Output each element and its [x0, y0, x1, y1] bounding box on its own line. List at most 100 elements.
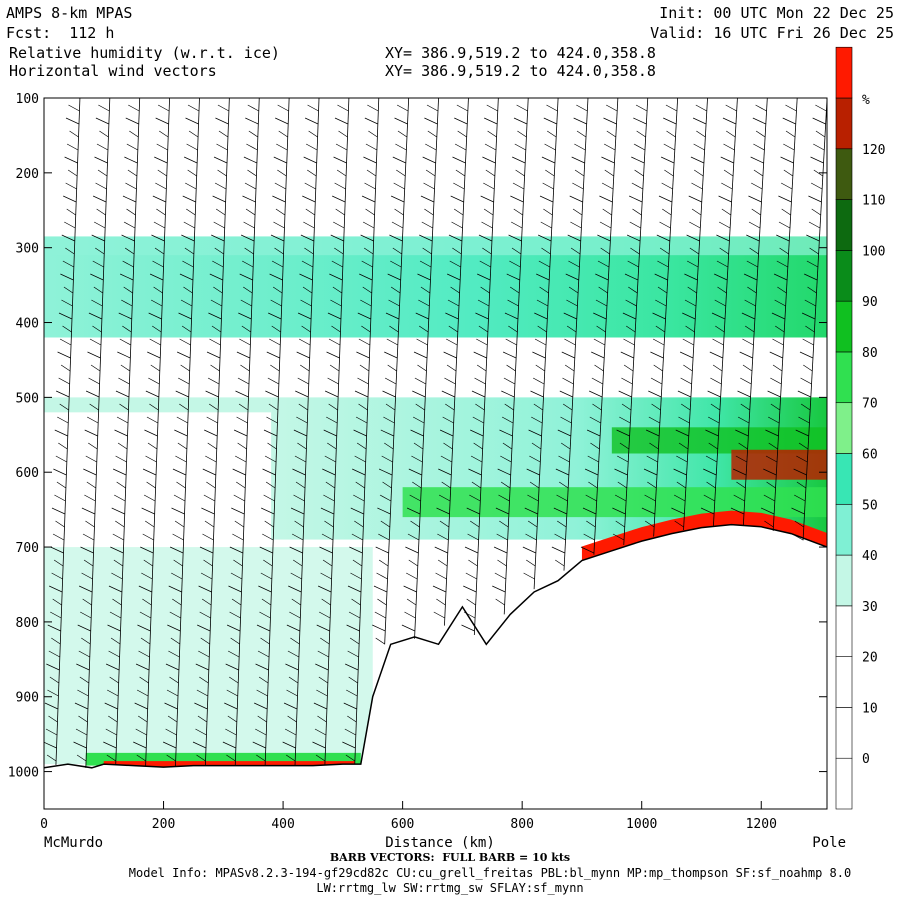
barb-flag	[151, 325, 162, 333]
barb-flag	[364, 182, 376, 190]
barb-flag	[183, 286, 193, 294]
barb-flag	[348, 98, 349, 99]
barb-flag	[76, 754, 87, 762]
barb-flag	[226, 689, 238, 697]
barb-flag	[457, 130, 467, 138]
barb-flag	[353, 494, 365, 502]
barb-flag	[228, 585, 242, 593]
barb-flag	[332, 195, 346, 203]
barb-flag	[170, 637, 181, 645]
valid-time: Valid: 16 UTC Fri 26 Dec 25	[650, 24, 894, 42]
barb-flag	[124, 247, 135, 255]
barb-flag	[96, 143, 109, 151]
barb-flag	[355, 481, 365, 489]
barb-flag	[673, 468, 687, 476]
barb-staff	[414, 98, 439, 639]
barb-flag	[57, 351, 71, 359]
barb-flag	[126, 143, 138, 151]
barb-flag	[776, 234, 790, 242]
barb-flag	[599, 221, 612, 229]
barb-flag	[707, 390, 721, 398]
barb-flag	[706, 98, 708, 99]
barb-flag	[109, 98, 110, 99]
barb-flag	[801, 312, 816, 320]
barb-flag	[319, 546, 333, 554]
barb-flag	[553, 507, 568, 515]
barb-flag	[673, 494, 686, 502]
barb-flag	[434, 546, 448, 554]
colorbar-label: 20	[862, 651, 878, 666]
barb-flag	[299, 273, 313, 281]
barb-staff	[115, 98, 141, 766]
barb-flag	[269, 338, 281, 346]
barb-flag	[247, 104, 259, 112]
barb-flag	[815, 130, 826, 138]
barb-flag	[91, 234, 105, 242]
barb-flag	[315, 754, 326, 762]
barb-flag	[641, 507, 656, 515]
barb-flag	[541, 156, 556, 164]
barb-flag	[486, 104, 498, 112]
barb-flag	[778, 221, 791, 229]
barb-flag	[612, 533, 625, 541]
barb-flag	[144, 429, 158, 437]
barb-flag	[288, 676, 299, 684]
y-tick-label: 800	[16, 616, 39, 631]
barb-flag	[708, 416, 720, 424]
barb-flag	[157, 169, 167, 177]
barb-flag	[413, 351, 428, 359]
barb-flag	[60, 364, 71, 372]
barb-flag	[688, 195, 702, 203]
barb-flag	[303, 156, 317, 164]
barb-staff	[473, 98, 499, 636]
barb-flag	[384, 442, 394, 450]
barb-flag	[175, 455, 187, 463]
barb-flag	[721, 182, 733, 190]
barb-flag	[92, 325, 102, 333]
barb-flag	[500, 455, 512, 463]
barb-flag	[795, 429, 809, 437]
colorbar-label: 10	[862, 701, 878, 716]
barb-flag	[361, 260, 373, 268]
barb-flag	[243, 221, 255, 229]
barb-flag	[524, 507, 538, 515]
rh-layer-upper-edge	[44, 236, 827, 256]
barb-flag	[75, 728, 88, 736]
barb-flag	[796, 98, 798, 99]
barb-flag	[750, 156, 764, 164]
barb-flag	[646, 455, 658, 463]
barb-flag	[481, 221, 493, 229]
barb-flag	[826, 98, 827, 99]
barb-flag	[227, 650, 240, 658]
barb-flag	[522, 546, 537, 554]
y-tick-label: 900	[16, 691, 39, 706]
barb-flag	[300, 234, 315, 242]
barb-flag	[307, 104, 319, 112]
barb-flag	[329, 364, 340, 372]
barb-flag	[236, 416, 248, 424]
barb-flag	[453, 208, 464, 216]
barb-flag	[571, 156, 585, 164]
barb-flag	[224, 702, 238, 710]
barb-column	[162, 98, 200, 767]
barb-flag	[169, 546, 184, 554]
barb-flag	[600, 247, 610, 255]
barb-flag	[55, 520, 65, 528]
barb-flag	[80, 611, 92, 619]
barb-flag	[499, 520, 509, 528]
barb-flag	[48, 715, 58, 723]
barb-flag	[593, 338, 606, 346]
barb-flag	[240, 234, 255, 242]
barb-flag	[470, 429, 484, 437]
barb-flag	[495, 598, 505, 606]
barb-flag	[599, 195, 613, 203]
barb-flag	[59, 403, 69, 411]
barb-flag	[426, 104, 439, 112]
barb-flag	[240, 364, 250, 372]
barb-flag	[751, 208, 761, 216]
barb-flag	[123, 221, 136, 229]
barb-flag	[265, 481, 276, 489]
barb-flag	[545, 169, 555, 177]
barb-flag	[204, 429, 218, 437]
barb-flag	[144, 520, 155, 528]
